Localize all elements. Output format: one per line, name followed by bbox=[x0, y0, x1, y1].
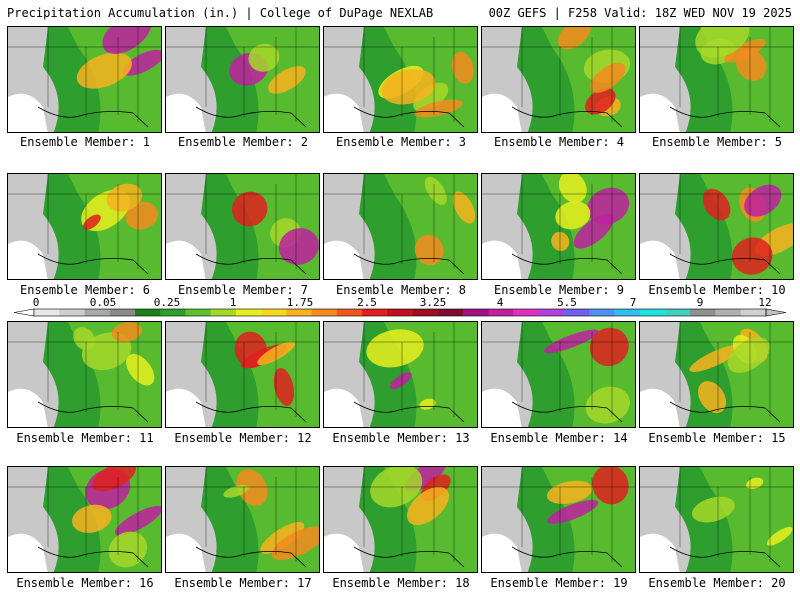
colorbar-swatch bbox=[614, 309, 641, 316]
member-map-19 bbox=[481, 466, 636, 573]
colorbar-swatch bbox=[235, 309, 262, 316]
member-label-4: Ensemble Member: 4 bbox=[493, 135, 625, 149]
colorbar-swatch bbox=[513, 309, 540, 316]
member-label-17: Ensemble Member: 17 bbox=[174, 576, 312, 590]
colorbar-swatch bbox=[185, 309, 211, 316]
colorbar-swatch bbox=[336, 309, 363, 316]
member-map-14 bbox=[481, 321, 636, 428]
member-label-9: Ensemble Member: 9 bbox=[493, 283, 625, 297]
colorbar-tick-label: 5.5 bbox=[557, 296, 577, 309]
colorbar-swatch bbox=[715, 309, 742, 316]
colorbar-swatch bbox=[109, 309, 136, 316]
member-label-15: Ensemble Member: 15 bbox=[648, 431, 786, 445]
colorbar-swatch bbox=[134, 309, 161, 316]
colorbar-tick-label: 3.25 bbox=[420, 296, 447, 309]
member-map-13 bbox=[323, 321, 478, 428]
colorbar-swatch bbox=[437, 309, 464, 316]
colorbar-tick-label: 12 bbox=[758, 296, 771, 309]
member-map-16 bbox=[7, 466, 162, 573]
colorbar: 0 0.05 0.25 1 1.75 2.5 3.25 4 5.5 7 9 12 bbox=[13, 296, 787, 317]
colorbar-tick-label: 0 bbox=[33, 296, 40, 309]
colorbar-tick-label: 0.25 bbox=[154, 296, 181, 309]
colorbar-swatch bbox=[84, 309, 111, 316]
member-label-13: Ensemble Member: 13 bbox=[332, 431, 470, 445]
member-label-7: Ensemble Member: 7 bbox=[177, 283, 309, 297]
colorbar-swatch bbox=[362, 309, 388, 316]
member-label-8: Ensemble Member: 8 bbox=[335, 283, 467, 297]
colorbar-swatch bbox=[690, 309, 716, 316]
member-map-8 bbox=[323, 173, 478, 280]
member-map-9 bbox=[481, 173, 636, 280]
member-map-10 bbox=[639, 173, 794, 280]
member-map-7 bbox=[165, 173, 320, 280]
member-map-20 bbox=[639, 466, 794, 573]
member-map-12 bbox=[165, 321, 320, 428]
colorbar-swatch bbox=[210, 309, 237, 316]
colorbar-swatch bbox=[639, 309, 666, 316]
colorbar-tick-label: 4 bbox=[497, 296, 504, 309]
member-map-4 bbox=[481, 26, 636, 133]
member-label-5: Ensemble Member: 5 bbox=[651, 135, 783, 149]
member-map-18 bbox=[323, 466, 478, 573]
colorbar-swatch bbox=[286, 309, 312, 316]
member-label-3: Ensemble Member: 3 bbox=[335, 135, 467, 149]
colorbar-swatch bbox=[261, 309, 287, 316]
member-label-1: Ensemble Member: 1 bbox=[19, 135, 151, 149]
colorbar-tick-label: 9 bbox=[697, 296, 704, 309]
colorbar-swatch bbox=[538, 309, 565, 316]
member-label-10: Ensemble Member: 10 bbox=[648, 283, 786, 297]
colorbar-tick-label: 7 bbox=[630, 296, 637, 309]
colorbar-swatch bbox=[311, 309, 338, 316]
member-label-2: Ensemble Member: 2 bbox=[177, 135, 309, 149]
colorbar-swatch bbox=[665, 309, 691, 316]
colorbar-tick-label: 2.5 bbox=[357, 296, 377, 309]
colorbar-right-arrow bbox=[765, 308, 787, 317]
member-label-19: Ensemble Member: 19 bbox=[490, 576, 628, 590]
colorbar-swatch bbox=[34, 309, 60, 316]
chart-title: Precipitation Accumulation (in.) | Colle… bbox=[7, 6, 434, 20]
member-label-6: Ensemble Member: 6 bbox=[19, 283, 151, 297]
colorbar-tick-label: 0.05 bbox=[90, 296, 117, 309]
member-label-12: Ensemble Member: 12 bbox=[174, 431, 312, 445]
member-map-17 bbox=[165, 466, 320, 573]
member-map-6 bbox=[7, 173, 162, 280]
colorbar-swatch bbox=[488, 309, 514, 316]
colorbar-swatch bbox=[387, 309, 413, 316]
member-label-11: Ensemble Member: 11 bbox=[16, 431, 154, 445]
member-map-5 bbox=[639, 26, 794, 133]
colorbar-tick-label: 1.75 bbox=[287, 296, 314, 309]
member-label-18: Ensemble Member: 18 bbox=[332, 576, 470, 590]
member-label-14: Ensemble Member: 14 bbox=[490, 431, 628, 445]
member-map-11 bbox=[7, 321, 162, 428]
member-map-3 bbox=[323, 26, 478, 133]
member-map-15 bbox=[639, 321, 794, 428]
colorbar-swatch bbox=[589, 309, 615, 316]
member-map-2 bbox=[165, 26, 320, 133]
colorbar-swatch bbox=[740, 309, 767, 316]
member-map-1 bbox=[7, 26, 162, 133]
member-label-16: Ensemble Member: 16 bbox=[16, 576, 154, 590]
colorbar-swatch bbox=[463, 309, 489, 316]
member-label-20: Ensemble Member: 20 bbox=[648, 576, 786, 590]
run-info: 00Z GEFS | F258 Valid: 18Z WED NOV 19 20… bbox=[488, 6, 792, 20]
colorbar-swatch bbox=[564, 309, 590, 316]
colorbar-swatch bbox=[59, 309, 85, 316]
colorbar-swatch bbox=[412, 309, 439, 316]
colorbar-swatch bbox=[160, 309, 186, 316]
colorbar-tick-label: 1 bbox=[230, 296, 237, 309]
colorbar-left-arrow bbox=[13, 308, 35, 317]
